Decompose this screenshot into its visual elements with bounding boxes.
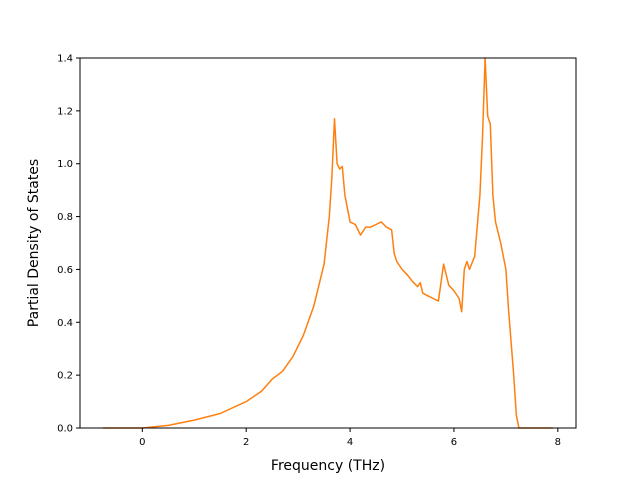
y-tick-label: 0.8 (57, 212, 73, 223)
x-tick-label: 4 (347, 437, 353, 448)
pdos-line (102, 57, 554, 429)
x-tick-label: 6 (451, 437, 457, 448)
y-axis-label: Partial Density of States (26, 159, 42, 327)
y-tick-label: 0.2 (57, 371, 73, 382)
plot-area (80, 58, 576, 428)
x-axis-label: Frequency (THz) (271, 458, 385, 474)
x-axis-ticks: 0 2 4 6 8 (139, 428, 561, 448)
x-tick-label: 2 (243, 437, 249, 448)
x-tick-label: 8 (555, 437, 561, 448)
y-tick-label: 1.0 (57, 159, 73, 170)
y-tick-label: 1.2 (57, 106, 73, 117)
plot-frame (79, 57, 577, 429)
y-tick-label: 0.6 (57, 265, 73, 276)
x-tick-label: 0 (139, 437, 145, 448)
y-tick-label: 0.0 (57, 424, 73, 435)
y-tick-label: 0.4 (57, 318, 73, 329)
y-tick-label: 1.4 (57, 54, 73, 65)
y-axis-ticks: 0.0 0.2 0.4 0.6 0.8 1.0 1.2 1.4 (57, 54, 80, 435)
